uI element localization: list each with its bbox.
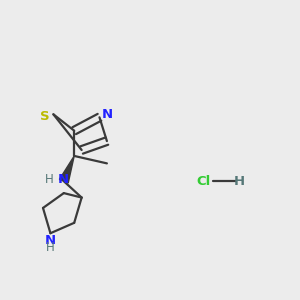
Text: Cl: Cl [196, 175, 211, 188]
Polygon shape [59, 156, 74, 183]
Text: S: S [40, 110, 50, 123]
Text: N: N [45, 234, 56, 247]
Text: N: N [101, 108, 112, 122]
Text: N: N [58, 173, 69, 186]
Text: H: H [234, 175, 245, 188]
Text: H: H [46, 241, 55, 254]
Text: H: H [45, 173, 54, 186]
